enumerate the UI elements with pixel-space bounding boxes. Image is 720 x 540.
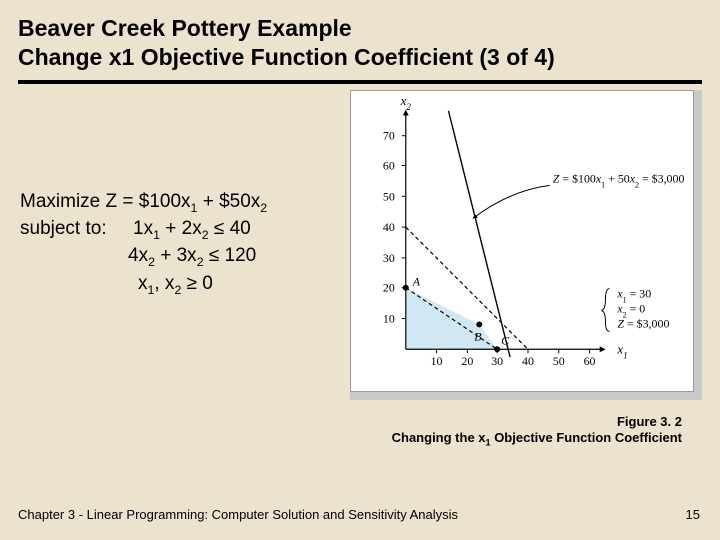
svg-text:20: 20 [383, 280, 395, 294]
chart-svg: 10 20 30 40 50 60 70 10 20 30 [351, 91, 693, 391]
svg-text:50: 50 [383, 189, 395, 203]
figure-caption: Figure 3. 2 Changing the x1 Objective Fu… [18, 414, 702, 450]
svg-text:70: 70 [383, 128, 395, 142]
caption-line-2: Changing the x1 Objective Function Coeff… [18, 430, 682, 449]
constraint-2: 4x2 + 3x2 ≤ 120 [20, 243, 267, 270]
title-line-1: Beaver Creek Pottery Example [18, 14, 702, 43]
point-a [403, 284, 409, 290]
z-annotation: Z = $100x1 + 50x2 = $3,000 [553, 171, 685, 189]
caption-line-1: Figure 3. 2 [18, 414, 682, 431]
x-ticks: 10 20 30 40 50 60 [431, 349, 596, 368]
svg-text:60: 60 [584, 354, 596, 368]
svg-text:A: A [412, 274, 421, 288]
result-box: x1 = 30 x2 = 0 Z = $3,000 [601, 286, 669, 331]
footer-text: Chapter 3 - Linear Programming: Computer… [18, 507, 458, 522]
svg-text:50: 50 [553, 354, 565, 368]
chart-shadow: 10 20 30 40 50 60 70 10 20 30 [350, 90, 702, 400]
svg-text:30: 30 [383, 250, 395, 264]
chart-container: 10 20 30 40 50 60 70 10 20 30 [267, 94, 702, 400]
y-axis-label: x2 [400, 92, 412, 111]
svg-text:60: 60 [383, 158, 395, 172]
point-b [476, 321, 482, 327]
svg-text:30: 30 [491, 354, 503, 368]
objective-line: Maximize Z = $100x1 + $50x2 [20, 189, 267, 216]
svg-text:20: 20 [461, 354, 473, 368]
content-row: Maximize Z = $100x1 + $50x2 subject to: … [18, 94, 702, 400]
point-c [494, 346, 500, 352]
svg-text:10: 10 [431, 354, 443, 368]
y-ticks: 10 20 30 40 50 60 70 [383, 128, 406, 325]
z-arrow [473, 185, 549, 218]
page-number: 15 [686, 507, 700, 522]
slide: Beaver Creek Pottery Example Change x1 O… [0, 0, 720, 540]
title-line-2: Change x1 Objective Function Coefficient… [18, 43, 702, 72]
svg-text:B: B [474, 329, 482, 343]
svg-text:10: 10 [383, 311, 395, 325]
chart-panel: 10 20 30 40 50 60 70 10 20 30 [350, 90, 694, 392]
svg-text:40: 40 [383, 220, 395, 234]
footer: Chapter 3 - Linear Programming: Computer… [18, 507, 700, 522]
svg-text:C: C [501, 333, 510, 347]
lp-formulation: Maximize Z = $100x1 + $50x2 subject to: … [18, 189, 267, 299]
constraint-1: subject to: 1x1 + 2x2 ≤ 40 [20, 216, 267, 243]
svg-text:40: 40 [522, 354, 534, 368]
slide-title: Beaver Creek Pottery Example Change x1 O… [18, 14, 702, 72]
x-axis-label: x1 [616, 341, 627, 360]
title-underline [18, 80, 702, 84]
nonneg: x1, x2 ≥ 0 [20, 271, 267, 298]
svg-text:Z = $3,000: Z = $3,000 [617, 316, 669, 330]
